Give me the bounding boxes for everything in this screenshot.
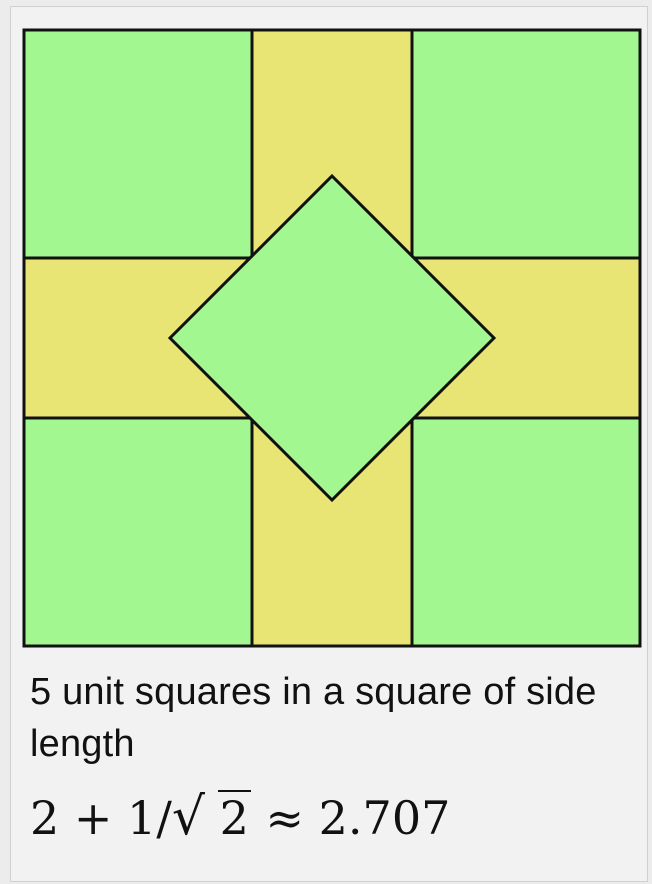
unit-square-bottom-right bbox=[410, 416, 642, 648]
square-packing-diagram bbox=[22, 28, 642, 648]
unit-square-bottom-left bbox=[22, 416, 254, 648]
formula-lead: 2 + 1/ bbox=[30, 791, 172, 845]
formula-tail: ≈ 2.707 bbox=[250, 791, 451, 845]
figure-caption: 5 unit squares in a square of side lengt… bbox=[30, 666, 630, 770]
sqrt-sign: √ bbox=[171, 787, 205, 847]
radicand: 2 bbox=[217, 790, 251, 845]
side-length-formula: 2 + 1/ √ 2 ≈ 2.707 bbox=[30, 790, 450, 845]
unit-square-top-right bbox=[410, 28, 642, 260]
unit-square-center-rotated bbox=[167, 173, 497, 503]
square-root: √ 2 bbox=[172, 790, 251, 845]
unit-square-top-left bbox=[22, 28, 254, 260]
caption-text: 5 unit squares in a square of side lengt… bbox=[30, 671, 597, 765]
